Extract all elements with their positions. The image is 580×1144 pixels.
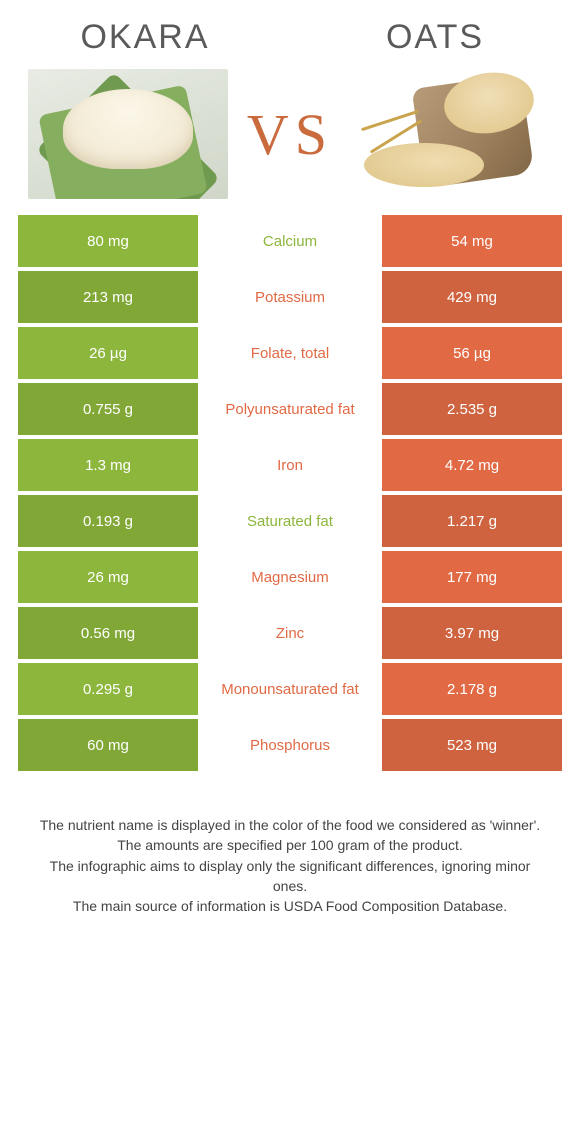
nutrient-label: Polyunsaturated fat — [198, 383, 382, 435]
right-value-cell: 429 mg — [382, 271, 562, 323]
nutrient-label: Calcium — [198, 215, 382, 267]
table-row: 60 mgPhosphorus523 mg — [18, 719, 562, 771]
left-value-cell: 1.3 mg — [18, 439, 198, 491]
footer-line: The main source of information is USDA F… — [32, 896, 548, 916]
right-value-cell: 3.97 mg — [382, 607, 562, 659]
table-row: 1.3 mgIron4.72 mg — [18, 439, 562, 491]
left-value-cell: 60 mg — [18, 719, 198, 771]
footer-line: The amounts are specified per 100 gram o… — [32, 835, 548, 855]
right-value-cell: 56 µg — [382, 327, 562, 379]
left-value-cell: 80 mg — [18, 215, 198, 267]
footer-line: The infographic aims to display only the… — [32, 856, 548, 897]
left-value-cell: 0.193 g — [18, 495, 198, 547]
table-row: 0.755 gPolyunsaturated fat2.535 g — [18, 383, 562, 435]
right-food-title: OATS — [290, 18, 580, 57]
nutrient-label: Zinc — [198, 607, 382, 659]
footer-line: The nutrient name is displayed in the co… — [32, 815, 548, 835]
left-value-cell: 213 mg — [18, 271, 198, 323]
left-value-cell: 0.755 g — [18, 383, 198, 435]
table-row: 80 mgCalcium54 mg — [18, 215, 562, 267]
footer-notes: The nutrient name is displayed in the co… — [0, 775, 580, 916]
table-row: 0.295 gMonounsaturated fat2.178 g — [18, 663, 562, 715]
nutrient-label: Potassium — [198, 271, 382, 323]
table-row: 0.56 mgZinc3.97 mg — [18, 607, 562, 659]
nutrient-label: Monounsaturated fat — [198, 663, 382, 715]
right-value-cell: 1.217 g — [382, 495, 562, 547]
left-value-cell: 0.56 mg — [18, 607, 198, 659]
header-row: OKARA OATS — [0, 0, 580, 65]
nutrient-label: Magnesium — [198, 551, 382, 603]
nutrient-label: Iron — [198, 439, 382, 491]
comparison-table: 80 mgCalcium54 mg213 mgPotassium429 mg26… — [0, 215, 580, 771]
vs-label: VS — [247, 101, 333, 168]
right-value-cell: 177 mg — [382, 551, 562, 603]
left-food-title: OKARA — [0, 18, 290, 57]
nutrient-label: Folate, total — [198, 327, 382, 379]
right-value-cell: 4.72 mg — [382, 439, 562, 491]
nutrient-label: Phosphorus — [198, 719, 382, 771]
okara-image — [28, 69, 228, 199]
right-value-cell: 54 mg — [382, 215, 562, 267]
table-row: 213 mgPotassium429 mg — [18, 271, 562, 323]
table-row: 26 µgFolate, total56 µg — [18, 327, 562, 379]
left-value-cell: 26 µg — [18, 327, 198, 379]
right-value-cell: 523 mg — [382, 719, 562, 771]
table-row: 0.193 gSaturated fat1.217 g — [18, 495, 562, 547]
right-value-cell: 2.178 g — [382, 663, 562, 715]
left-value-cell: 0.295 g — [18, 663, 198, 715]
left-value-cell: 26 mg — [18, 551, 198, 603]
table-row: 26 mgMagnesium177 mg — [18, 551, 562, 603]
right-value-cell: 2.535 g — [382, 383, 562, 435]
hero-row: VS — [0, 65, 580, 215]
nutrient-label: Saturated fat — [198, 495, 382, 547]
oats-image — [352, 69, 552, 199]
